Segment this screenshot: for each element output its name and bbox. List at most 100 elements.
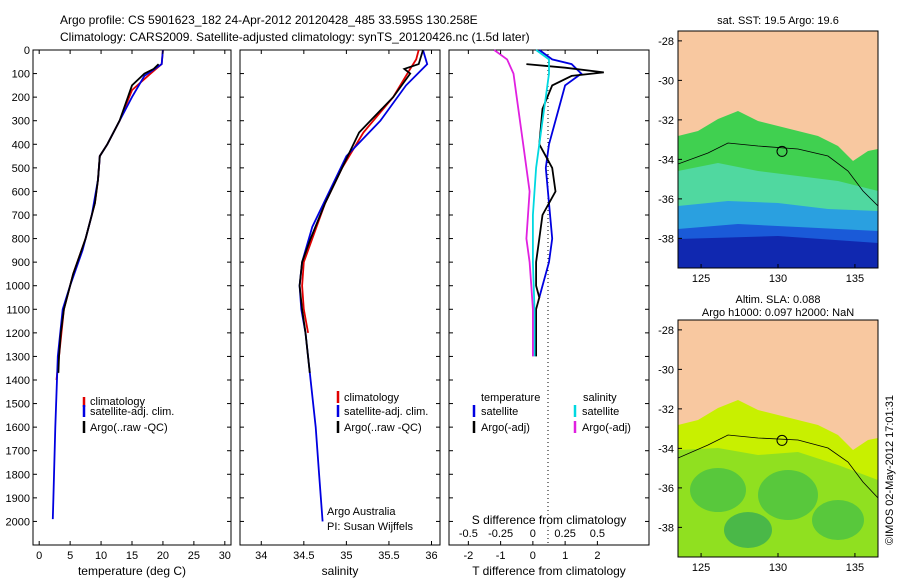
map-y-tick-label: -38 bbox=[658, 522, 674, 534]
y-tick-label: 0 bbox=[24, 45, 30, 57]
x-tick-label: -2 bbox=[463, 550, 473, 562]
series-line-3 bbox=[57, 63, 160, 373]
sst-map-title: sat. SST: 19.5 Argo: 19.6 bbox=[717, 15, 839, 27]
map-x-tick-label: 130 bbox=[769, 273, 787, 285]
x-tick-label: 0 bbox=[530, 550, 536, 562]
legend-label-satellite: satellite-adj. clim. bbox=[344, 406, 428, 418]
argo-location-marker bbox=[776, 145, 788, 157]
s-tick-label: 0.25 bbox=[554, 528, 575, 540]
x-tick-label: 25 bbox=[188, 550, 200, 562]
ocean-band-deep-blue bbox=[678, 236, 878, 268]
series-line-2 bbox=[51, 49, 164, 520]
salinity-ticks: 34 34.5 35 35.5 36 bbox=[240, 49, 440, 562]
temperature-legend: climatology satellite-adj. clim. Argo(..… bbox=[82, 396, 174, 434]
legend-label-argo: Argo(..raw -QC) bbox=[344, 422, 422, 434]
sla-map-title-1: Altim. SLA: 0.088 bbox=[736, 294, 821, 306]
x-tick-label: 36 bbox=[425, 550, 437, 562]
x-tick-label: 0 bbox=[36, 550, 42, 562]
y-tick-label: 500 bbox=[12, 163, 30, 175]
t-difference-xlabel: T difference from climatology bbox=[472, 564, 626, 578]
y-tick-label: 1700 bbox=[6, 446, 30, 458]
legend-label-s-satellite: satellite bbox=[582, 406, 619, 418]
salinity-panel: 34 34.5 35 35.5 36 salinity climatology sate… bbox=[239, 49, 441, 578]
map-y-tick-label: -28 bbox=[658, 325, 674, 337]
y-tick-label: 2000 bbox=[6, 516, 30, 528]
sla-eddy bbox=[758, 470, 818, 520]
map-y-tick-label: -28 bbox=[658, 36, 674, 48]
salinity-legend: climatology satellite-adj. clim. Argo(..… bbox=[336, 391, 428, 434]
series-line-1 bbox=[55, 49, 164, 381]
map-y-tick-label: -32 bbox=[658, 404, 674, 416]
y-tick-label: 1900 bbox=[6, 493, 30, 505]
y-tick-label: 300 bbox=[12, 116, 30, 128]
legend-salinity-header: salinity bbox=[583, 392, 617, 404]
credit-line-2: PI: Susan Wijffels bbox=[327, 521, 413, 533]
y-tick-label: 1500 bbox=[6, 399, 30, 411]
sst-map-ticks: 125 130 135 -28 -30 -32 -34 -36 -38 bbox=[658, 36, 864, 285]
sla-map-title-2: Argo h1000: 0.097 h2000: NaN bbox=[702, 307, 854, 319]
x-tick-label: 35 bbox=[340, 550, 352, 562]
y-tick-label: 1000 bbox=[6, 281, 30, 293]
difference-legend: temperature satellite Argo(-adj) salinit… bbox=[472, 392, 631, 434]
temperature-ticks: 0 5 10 15 20 25 300100200300400500600700800900… bbox=[6, 45, 231, 562]
x-tick-label: 20 bbox=[157, 550, 169, 562]
sla-map-panel: Altim. SLA: 0.088 Argo h1000: 0.097 h200… bbox=[658, 294, 879, 574]
sst-map-image bbox=[678, 31, 878, 268]
difference-axes-frame bbox=[448, 49, 650, 546]
map-x-tick-label: 135 bbox=[846, 273, 864, 285]
legend-label-s-argo: Argo(-adj) bbox=[582, 422, 631, 434]
sla-eddy bbox=[812, 500, 864, 540]
isobath-contour bbox=[678, 434, 878, 499]
s-difference-xlabel: S difference from climatology bbox=[472, 513, 627, 527]
map-x-tick-label: 125 bbox=[692, 562, 710, 574]
salinity-axes-frame bbox=[239, 49, 441, 546]
s-tick-label: -0.25 bbox=[488, 528, 513, 540]
argo-location-marker bbox=[776, 434, 788, 446]
sst-map-panel: sat. SST: 19.5 Argo: 19.6 125 130 135 -28 -3… bbox=[658, 15, 879, 285]
difference-panel: -2 -1 0 1 2 -0.5 -0.25 0 0.25 0.5 T difference fr… bbox=[448, 49, 650, 578]
x-tick-label: 5 bbox=[67, 550, 73, 562]
map-y-tick-label: -34 bbox=[658, 154, 674, 166]
s-tick-label: -0.5 bbox=[459, 528, 478, 540]
title-line-2: Climatology: CARS2009. Satellite-adjuste… bbox=[60, 30, 530, 44]
x-tick-label: 30 bbox=[219, 550, 231, 562]
map-y-tick-label: -32 bbox=[658, 115, 674, 127]
legend-label-t-satellite: satellite bbox=[481, 406, 518, 418]
y-tick-label: 1400 bbox=[6, 375, 30, 387]
y-tick-label: 1100 bbox=[6, 304, 30, 316]
temperature-axes-frame bbox=[32, 49, 232, 546]
y-tick-label: 1300 bbox=[6, 351, 30, 363]
y-tick-label: 800 bbox=[12, 234, 30, 246]
series-line-2 bbox=[298, 49, 429, 522]
legend-label-t-argo: Argo(-adj) bbox=[481, 422, 530, 434]
y-tick-label: 700 bbox=[12, 210, 30, 222]
salinity-xlabel: salinity bbox=[322, 564, 359, 578]
map-y-tick-label: -36 bbox=[658, 483, 674, 495]
series-line-3 bbox=[298, 49, 424, 373]
salinity-series bbox=[298, 49, 429, 522]
map-y-tick-label: -30 bbox=[658, 364, 674, 376]
credit-line-1: Argo Australia bbox=[327, 506, 396, 518]
map-x-tick-label: 125 bbox=[692, 273, 710, 285]
s-tick-label: 0.5 bbox=[590, 528, 605, 540]
map-y-tick-label: -38 bbox=[658, 233, 674, 245]
map-x-tick-label: 130 bbox=[769, 562, 787, 574]
legend-label-argo: Argo(..raw -QC) bbox=[90, 422, 168, 434]
series-line-2 bbox=[526, 63, 604, 357]
x-tick-label: 1 bbox=[562, 550, 568, 562]
title-line-1: Argo profile: CS 5901623_182 24-Apr-2012… bbox=[60, 13, 478, 27]
map-y-tick-label: -30 bbox=[658, 75, 674, 87]
temperature-panel: 0 5 10 15 20 25 300100200300400500600700800900… bbox=[6, 45, 232, 578]
isobath-contour bbox=[678, 142, 878, 207]
y-tick-label: 1600 bbox=[6, 422, 30, 434]
series-line-3 bbox=[532, 49, 550, 357]
y-tick-label: 600 bbox=[12, 186, 30, 198]
x-tick-label: -1 bbox=[496, 550, 506, 562]
difference-ticks: -2 -1 0 1 2 -0.5 -0.25 0 0.25 0.5 bbox=[449, 49, 649, 562]
sla-eddy bbox=[724, 512, 772, 548]
sla-map-ticks: 125 130 135 -28 -30 -32 -34 -36 -38 bbox=[658, 325, 864, 574]
x-tick-label: 10 bbox=[95, 550, 107, 562]
temperature-xlabel: temperature (deg C) bbox=[78, 564, 186, 578]
x-tick-label: 34 bbox=[255, 550, 267, 562]
